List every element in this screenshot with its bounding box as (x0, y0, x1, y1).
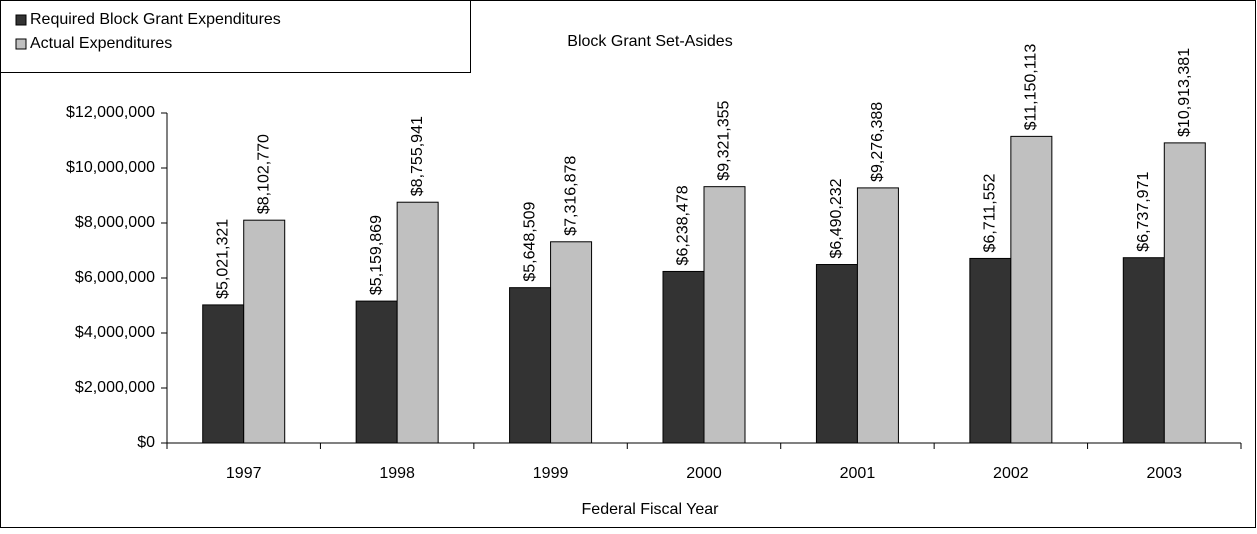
value-label: $6,238,478 (675, 185, 692, 265)
value-label: $6,737,971 (1135, 172, 1152, 252)
y-tick-label: $10,000,000 (66, 159, 155, 176)
legend-label: Required Block Grant Expenditures (30, 11, 281, 28)
bar (509, 287, 552, 444)
y-tick-label: $0 (137, 434, 155, 451)
value-label: $6,711,552 (982, 173, 999, 252)
value-label: $11,150,113 (1023, 44, 1040, 131)
bar (243, 219, 286, 444)
y-tick-label: $4,000,000 (75, 324, 155, 341)
chart-title: Block Grant Set-Asides (567, 33, 732, 50)
x-tick-label: 2002 (993, 465, 1029, 482)
x-tick-label: 2000 (686, 465, 722, 482)
value-label: $9,276,388 (869, 102, 886, 182)
bar (856, 187, 899, 444)
value-label: $5,159,869 (368, 215, 385, 295)
value-label: $5,021,321 (214, 219, 231, 299)
legend-box (0, 0, 471, 73)
x-axis-title: Federal Fiscal Year (582, 501, 720, 518)
value-label: $6,490,232 (828, 178, 845, 258)
y-tick-label: $2,000,000 (75, 379, 155, 396)
bar (1163, 142, 1206, 444)
value-label: $8,102,770 (255, 134, 272, 214)
bar (202, 304, 245, 444)
bar (1122, 257, 1165, 444)
y-tick-label: $8,000,000 (75, 214, 155, 231)
value-label: $7,316,878 (562, 156, 579, 236)
bar (355, 300, 398, 444)
value-label: $8,755,941 (409, 116, 426, 196)
legend-swatch (15, 14, 27, 26)
bar (396, 201, 439, 444)
y-tick-label: $6,000,000 (75, 269, 155, 286)
legend-swatch (15, 38, 27, 50)
y-tick-label: $12,000,000 (66, 104, 155, 121)
bar (815, 264, 858, 444)
value-label: $5,648,509 (521, 201, 538, 281)
bar (703, 186, 746, 444)
bar (969, 257, 1012, 444)
x-tick-label: 1999 (533, 465, 569, 482)
bar (662, 270, 705, 444)
value-label: $9,321,355 (716, 100, 733, 180)
x-tick-label: 2003 (1146, 465, 1182, 482)
bar (1010, 135, 1053, 444)
x-tick-label: 1997 (226, 465, 262, 482)
legend-label: Actual Expenditures (30, 35, 172, 52)
x-tick-label: 2001 (840, 465, 876, 482)
value-label: $10,913,381 (1176, 48, 1193, 137)
bar (550, 241, 593, 444)
x-tick-label: 1998 (379, 465, 415, 482)
